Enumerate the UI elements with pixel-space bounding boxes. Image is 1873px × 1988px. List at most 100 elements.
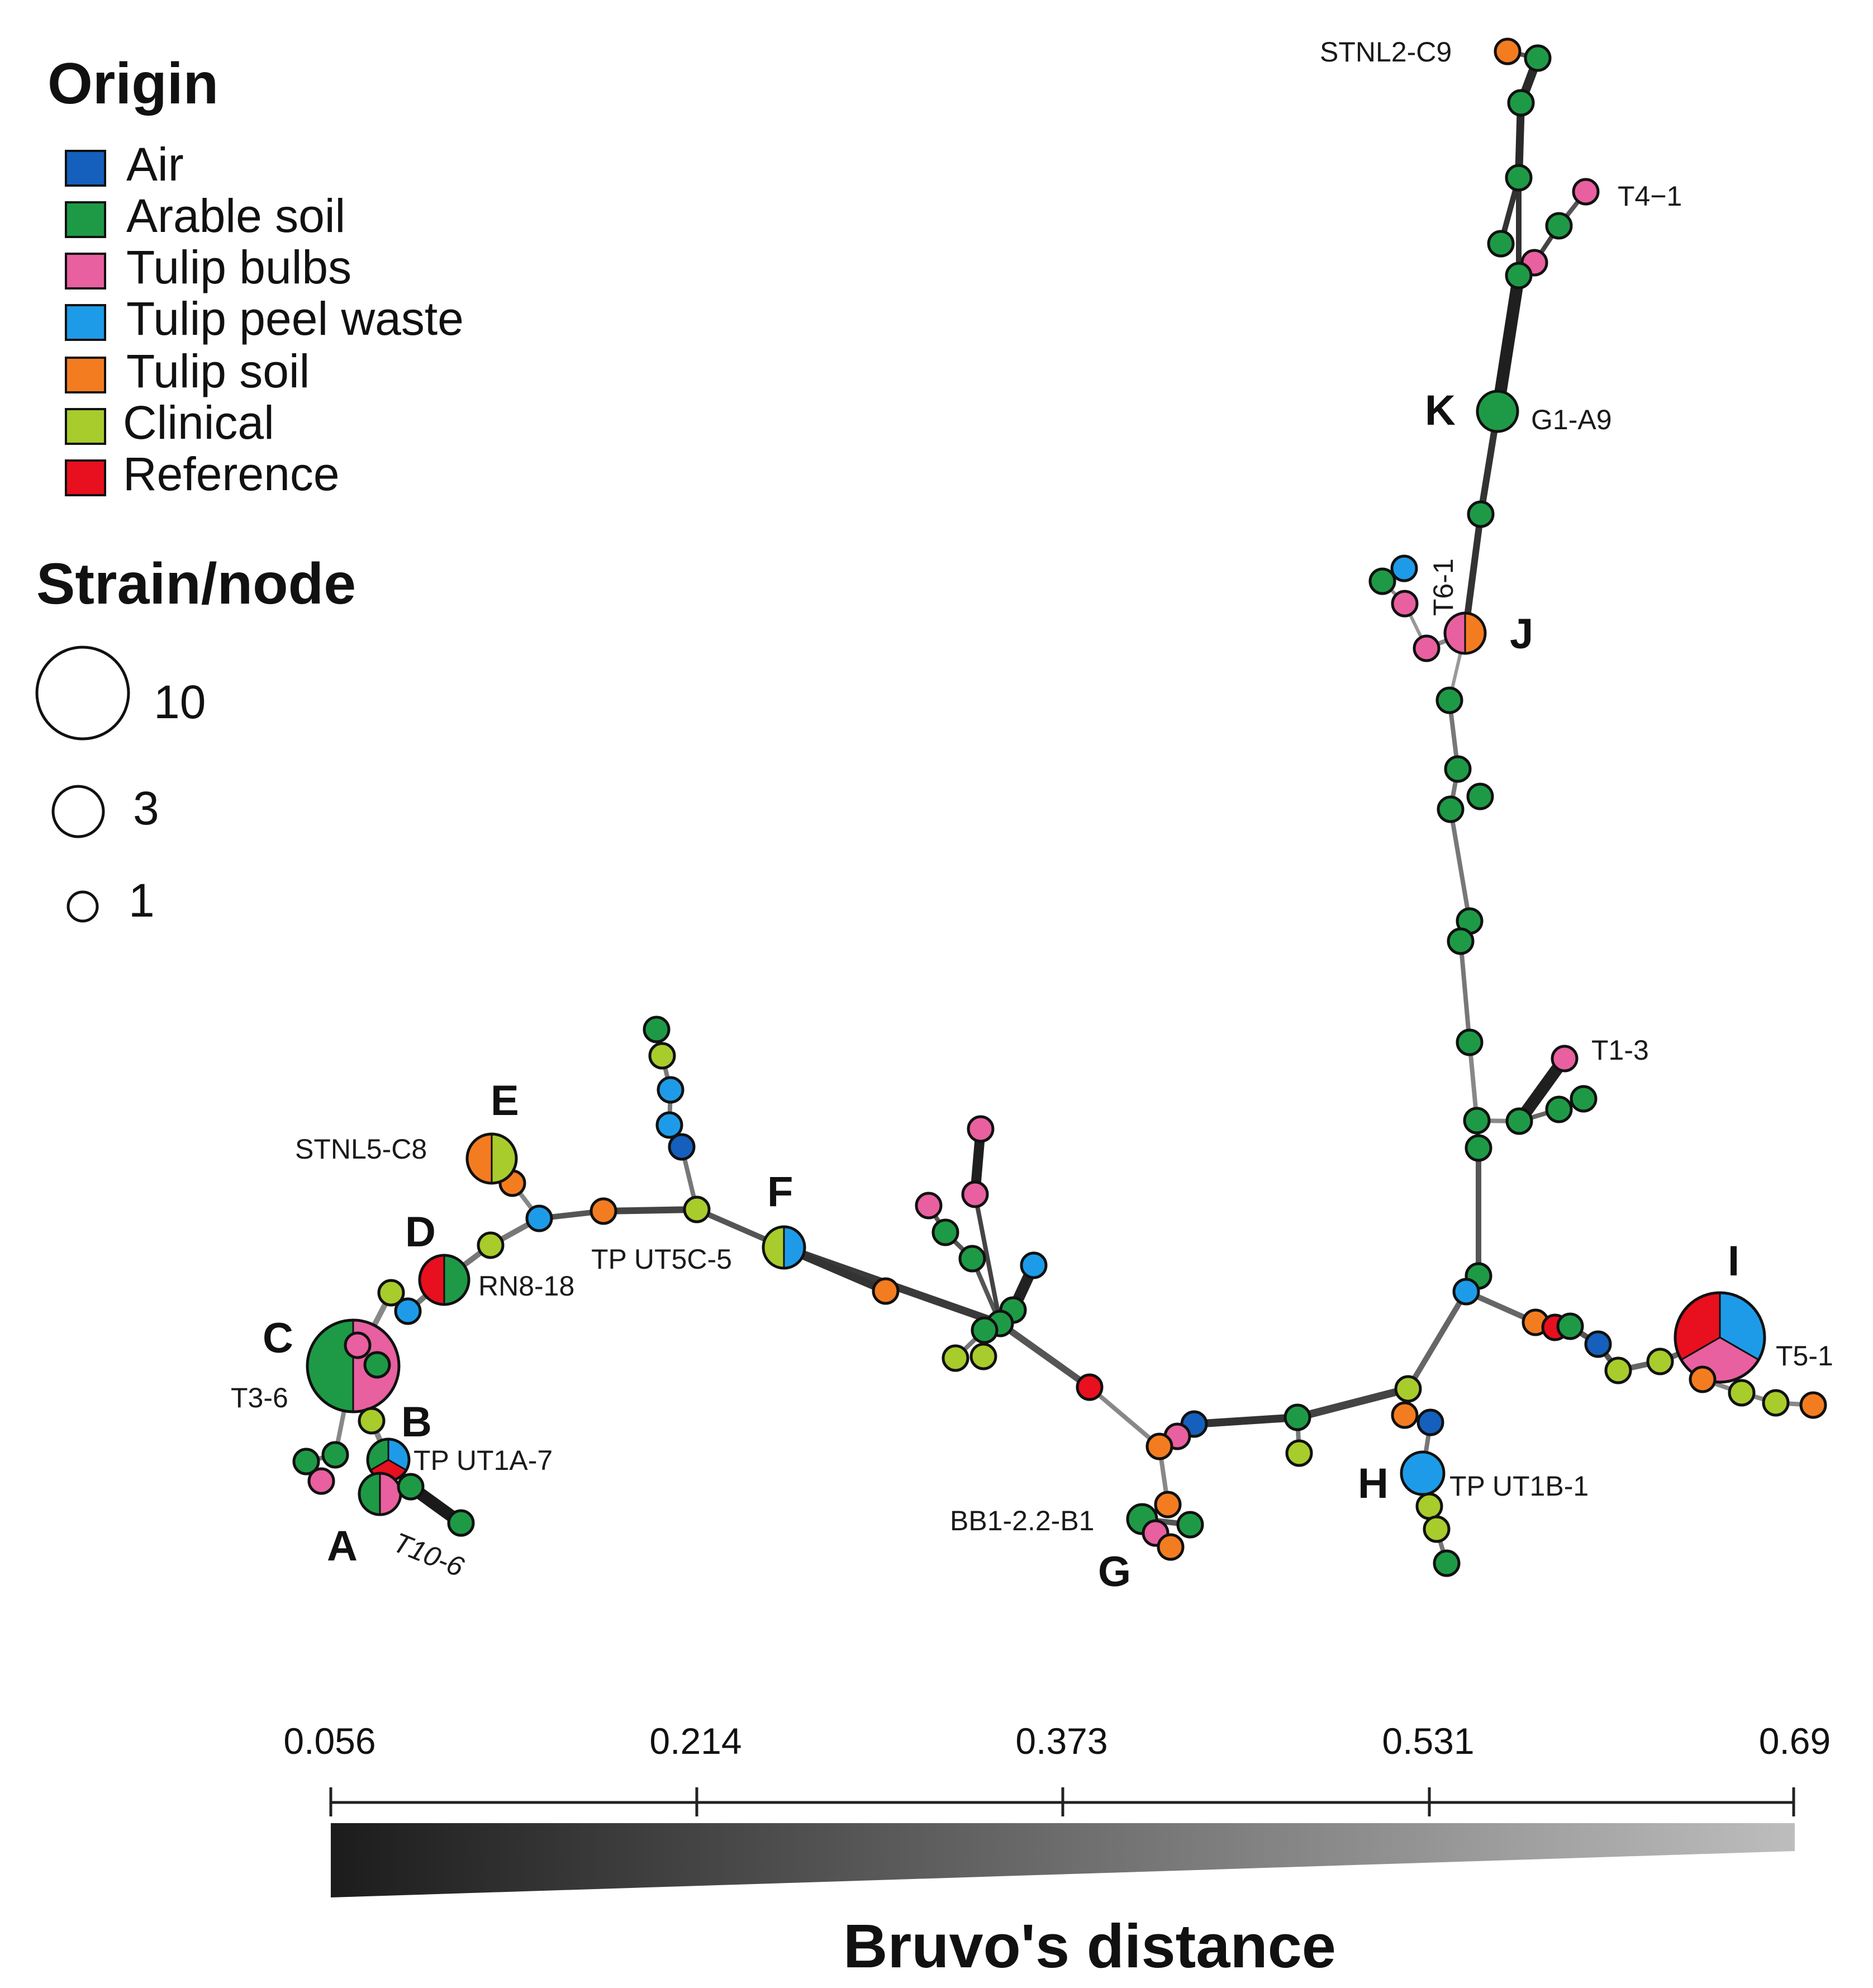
node-n_stnl5-outline	[465, 1132, 518, 1185]
node-n74-fill	[683, 1195, 711, 1223]
node-n12-fill	[1390, 554, 1418, 582]
node-n_t41-fill	[1572, 178, 1600, 206]
node-n79-fill	[657, 1076, 684, 1104]
scale-tick-label-4: 0.69	[1759, 1720, 1831, 1762]
node-n66	[1020, 1251, 1048, 1279]
node-n17-fill	[1435, 686, 1463, 714]
scale-tick-label-3: 0.531	[1382, 1720, 1474, 1762]
node-n65	[958, 1245, 986, 1273]
size-legend: Strain/node 10 3 1	[35, 552, 356, 927]
label-tp-ut1a-7: TP UT1A-7	[413, 1445, 553, 1476]
node-n59-fill	[1157, 1533, 1185, 1561]
node-n66-fill	[1020, 1251, 1048, 1279]
cluster-letter-k: K	[1425, 387, 1456, 434]
node-n44	[1391, 1401, 1419, 1429]
node-n28-fill	[1463, 1107, 1491, 1135]
label-tp-ut1b-1: TP UT1B-1	[1449, 1470, 1589, 1502]
node-n41	[1762, 1389, 1790, 1417]
node-n39-fill	[1689, 1365, 1717, 1393]
node-n49	[1433, 1549, 1461, 1577]
node-n64	[931, 1218, 959, 1246]
node-n34	[1556, 1312, 1584, 1340]
node-n13-fill	[1368, 567, 1396, 595]
legend-swatch-tulip-peel-waste	[65, 304, 106, 341]
node-n_t61-wedge-bulbs	[1444, 612, 1466, 654]
node-n_ut1b	[1400, 1450, 1446, 1496]
node-n62-fill	[961, 1180, 989, 1208]
legend-swatch-clinical	[65, 408, 106, 445]
node-n60	[1076, 1373, 1104, 1401]
node-n71	[969, 1342, 997, 1370]
node-n97	[397, 1473, 425, 1501]
node-n29-fill	[1465, 1134, 1492, 1162]
node-n11-fill	[1467, 500, 1495, 528]
node-n11	[1467, 500, 1495, 528]
node-n37	[1646, 1348, 1674, 1375]
node-n93	[292, 1448, 320, 1475]
node-n65-fill	[958, 1245, 986, 1273]
node-n61	[967, 1115, 995, 1143]
node-n23	[1456, 1028, 1484, 1056]
node-n76	[525, 1204, 553, 1232]
label-t6-1: T6-1	[1428, 558, 1459, 616]
legend-label-air: Air	[126, 138, 184, 191]
node-n48	[1423, 1515, 1451, 1543]
node-n18	[1444, 755, 1472, 783]
network-nodes	[292, 37, 1827, 1577]
size-label-3: 3	[133, 782, 159, 834]
node-n69-fill	[971, 1316, 999, 1344]
node-n23-fill	[1456, 1028, 1484, 1056]
node-n_t106	[358, 1472, 402, 1516]
node-n_g1a9-fill	[1476, 390, 1519, 433]
node-n93-fill	[292, 1448, 320, 1475]
node-n97-fill	[397, 1473, 425, 1501]
node-n28	[1463, 1107, 1491, 1135]
scale-tick-label-0: 0.056	[283, 1720, 375, 1762]
legend-label-tulip-bulbs: Tulip bulbs	[126, 241, 351, 293]
node-n15	[1413, 634, 1441, 662]
node-n70-fill	[942, 1344, 969, 1372]
node-n57	[1176, 1511, 1204, 1539]
node-n55	[1154, 1491, 1182, 1519]
node-n18-fill	[1444, 755, 1472, 783]
node-n74	[683, 1195, 711, 1223]
node-n20-fill	[1466, 782, 1494, 810]
node-n14	[1391, 590, 1419, 618]
node-n_t61-outline	[1443, 611, 1487, 655]
node-n7-fill	[1487, 230, 1515, 258]
node-n_t36-outline	[306, 1318, 401, 1413]
label-bb1-2-2-b1: BB1-2.2-B1	[950, 1505, 1094, 1536]
node-n75	[590, 1197, 617, 1225]
cluster-letter-c: C	[263, 1315, 293, 1362]
legend-swatch-arable-soil	[65, 201, 106, 238]
label-t1-3: T1-3	[1591, 1035, 1649, 1066]
node-n91-fill	[358, 1407, 386, 1435]
size-legend-title: Strain/node	[36, 552, 356, 616]
edge-n50-n52	[1190, 1413, 1301, 1428]
node-n35	[1584, 1330, 1612, 1358]
node-n40-fill	[1728, 1379, 1756, 1407]
node-n48-fill	[1423, 1515, 1451, 1543]
node-n87	[377, 1279, 405, 1307]
node-n59	[1157, 1533, 1185, 1561]
node-n3-fill	[1507, 89, 1535, 117]
edge-n54-n60	[1087, 1385, 1162, 1449]
edge-n31-n43	[1405, 1289, 1469, 1392]
node-n_g1a9	[1476, 390, 1519, 433]
node-n_ut1b-fill	[1400, 1450, 1446, 1496]
edge-n74-n75	[600, 1206, 700, 1214]
edge-n19-n21	[1448, 807, 1472, 923]
node-n12	[1390, 554, 1418, 582]
node-n27-fill	[1505, 1107, 1533, 1135]
node-n76-fill	[525, 1204, 553, 1232]
edge-n60-n68	[997, 1320, 1093, 1391]
label-t3-6: T3-6	[231, 1382, 288, 1413]
node-n55-fill	[1154, 1491, 1182, 1519]
node-n89	[344, 1331, 372, 1359]
legend-swatch-air	[65, 150, 106, 187]
node-n54	[1145, 1432, 1173, 1460]
node-n90-fill	[363, 1351, 391, 1379]
node-n79	[657, 1076, 684, 1104]
node-n80	[648, 1042, 676, 1070]
cluster-letter-g: G	[1098, 1548, 1131, 1596]
